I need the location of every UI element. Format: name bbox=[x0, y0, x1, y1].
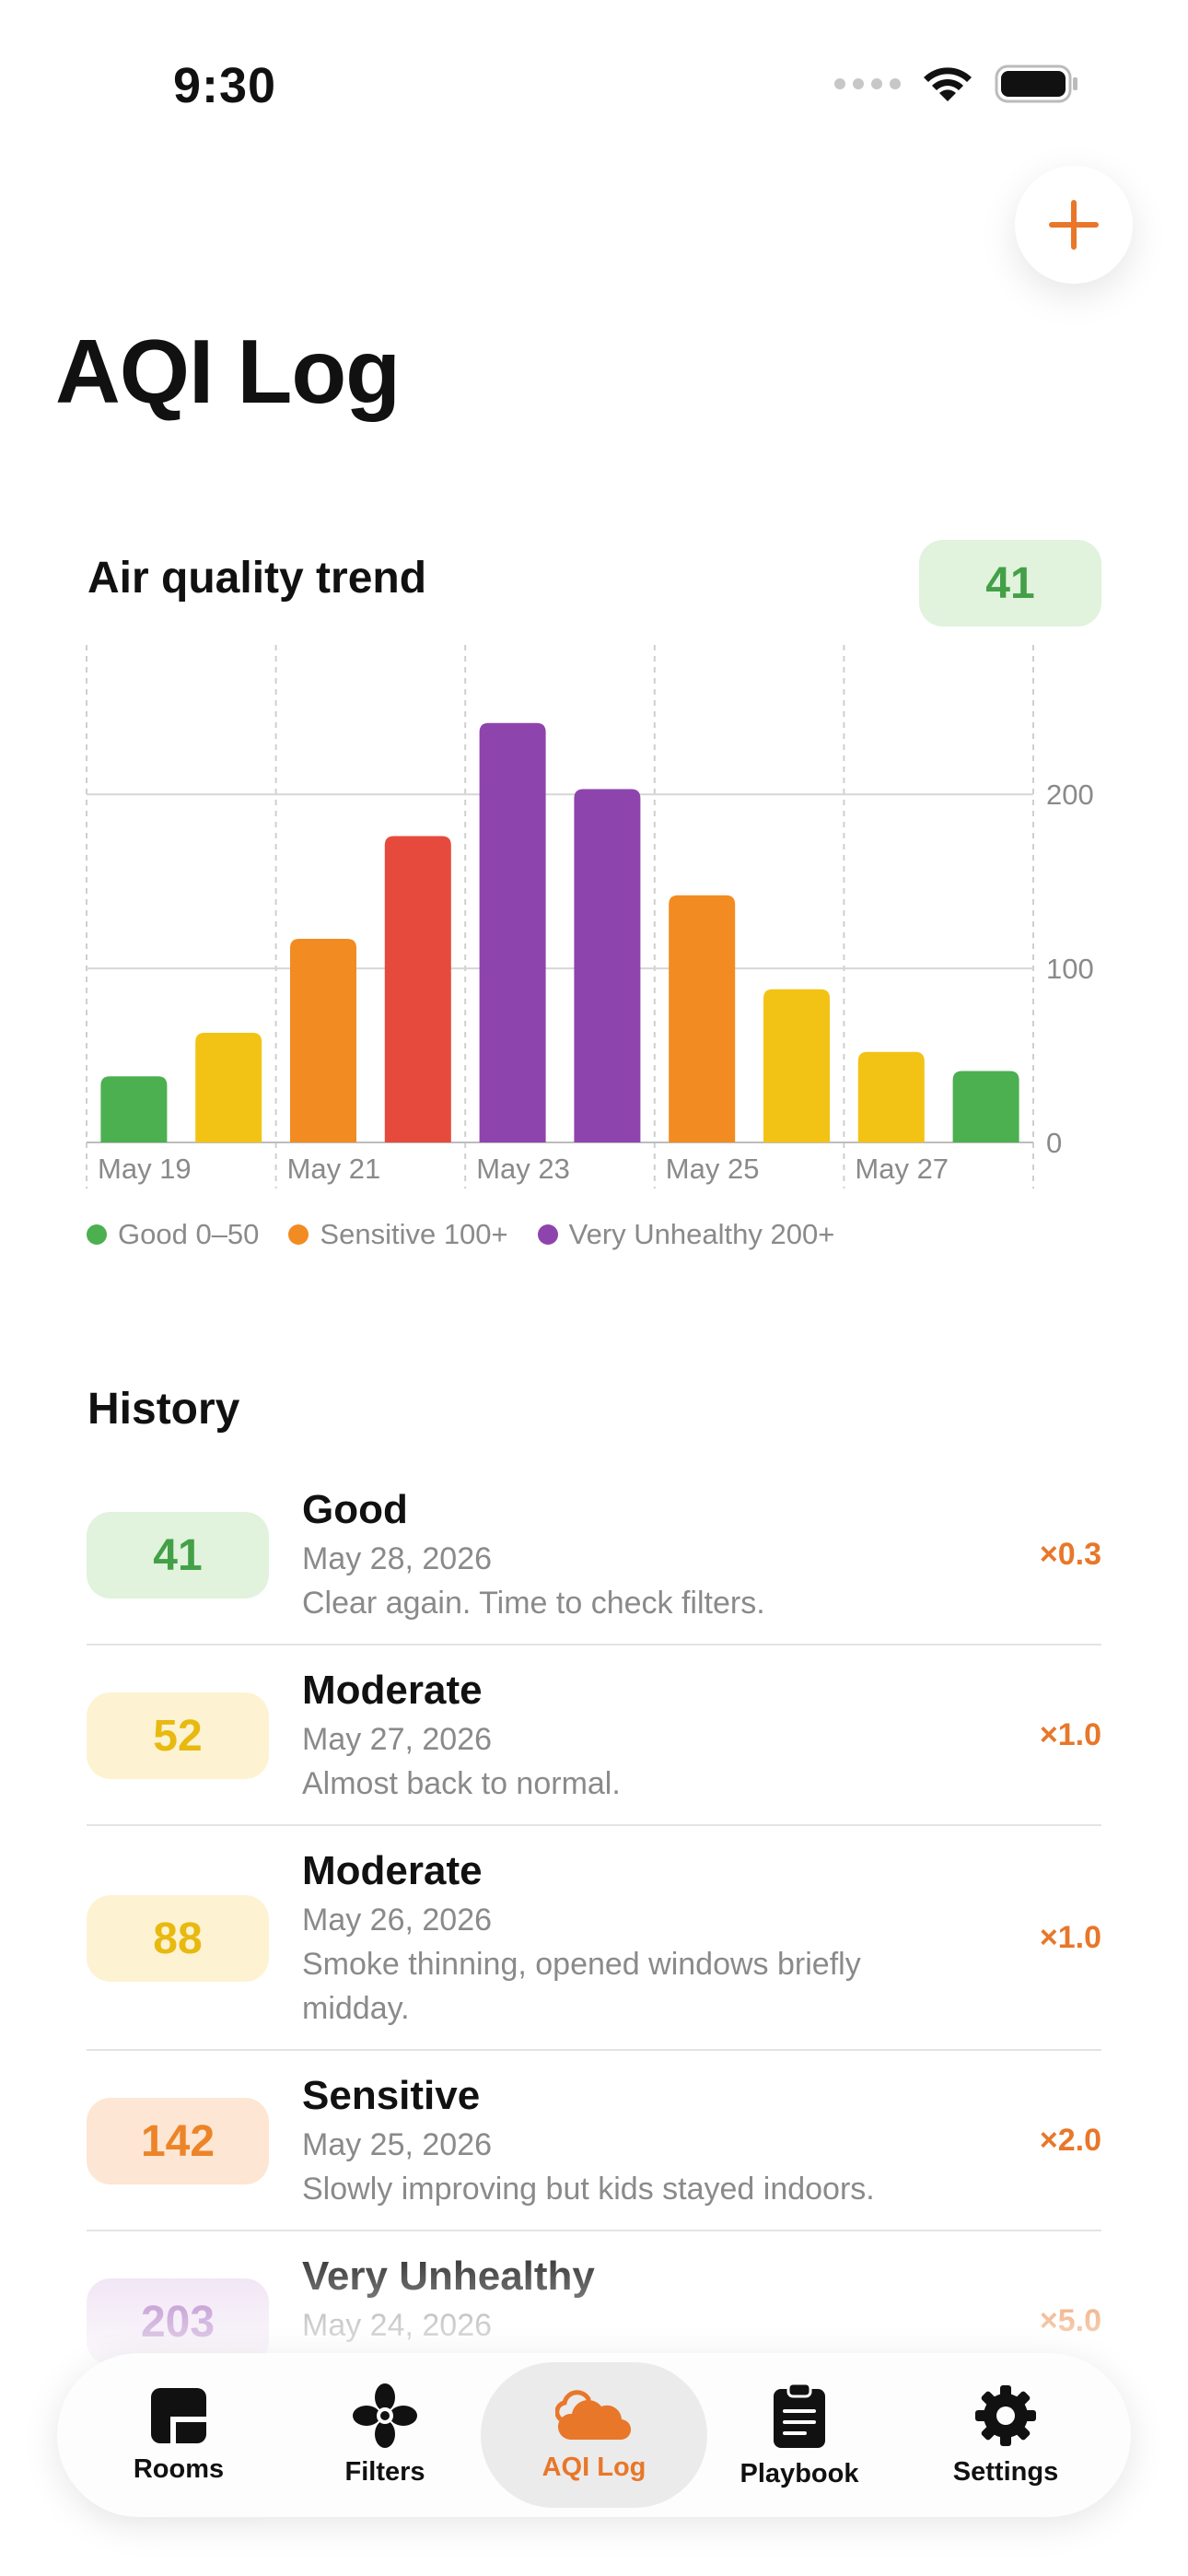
entry-note: Slowly improving but kids stayed indoors… bbox=[302, 2172, 875, 2207]
y-tick-label: 200 bbox=[1046, 779, 1094, 811]
history-row-text: Sensitive May 25, 2026 Slowly improving bu… bbox=[302, 2069, 891, 2211]
bar-may-25 bbox=[669, 895, 736, 1142]
tab-label: Rooms bbox=[133, 2453, 225, 2484]
aqi-value-badge: 41 bbox=[87, 1512, 269, 1598]
tab-playbook[interactable]: Playbook bbox=[707, 2353, 891, 2517]
clipboard-icon bbox=[772, 2382, 827, 2450]
tab-filters[interactable]: Filters bbox=[293, 2353, 477, 2517]
battery-icon bbox=[995, 64, 1079, 103]
rooms-icon bbox=[149, 2386, 208, 2445]
x-tick-label: May 25 bbox=[666, 1153, 760, 1185]
legend-label: Good 0–50 bbox=[118, 1218, 260, 1250]
aqi-value-badge: 142 bbox=[87, 2098, 269, 2184]
current-aqi-badge: 41 bbox=[919, 540, 1101, 626]
legend-item: Very Unhealthy 200+ bbox=[537, 1218, 835, 1251]
legend-dot bbox=[537, 1224, 558, 1245]
tab-bar: Rooms Filters AQI Log Playbook Settings bbox=[57, 2353, 1131, 2517]
tab-label: Filters bbox=[344, 2456, 425, 2487]
x-tick-label: May 19 bbox=[98, 1153, 192, 1185]
bar-may-27 bbox=[857, 1051, 925, 1142]
aqi-value-badge: 52 bbox=[87, 1692, 269, 1779]
trend-title: Air quality trend bbox=[87, 554, 427, 603]
history-row-text: Moderate May 27, 2026 Almost back to norma… bbox=[302, 1664, 891, 1806]
history-row-text: Moderate May 26, 2026 Smoke thinning, open… bbox=[302, 1844, 891, 2031]
entry-note: Smoke thinning, opened windows briefly m… bbox=[302, 1947, 861, 2026]
bar-may-23 bbox=[479, 722, 546, 1142]
tab-label: AQI Log bbox=[542, 2452, 646, 2482]
bar-may-20 bbox=[195, 1033, 262, 1142]
bar-may-24 bbox=[574, 789, 641, 1142]
tab-label: Settings bbox=[952, 2456, 1059, 2487]
aqi-bar-chart: 0 100 200 May 19 May 21 May 23 May 25 May 27 bbox=[86, 645, 1094, 1188]
history-row[interactable]: 142 Sensitive May 25, 2026 Slowly improving… bbox=[87, 2051, 1101, 2231]
entry-date: May 28, 2026 bbox=[302, 1541, 493, 1576]
aqi-category: Sensitive bbox=[302, 2073, 481, 2118]
status-icons bbox=[834, 64, 1079, 103]
exposure-multiplier: ×1.0 bbox=[1039, 1920, 1101, 1955]
chart-legend: Good 0–50 Sensitive 100+ Very Unhealthy 20… bbox=[87, 1218, 834, 1251]
bar-may-19 bbox=[100, 1076, 168, 1142]
aqi-category: Moderate bbox=[302, 1668, 483, 1713]
bar-may-26 bbox=[763, 989, 830, 1142]
history-row-text: Good May 28, 2026 Clear again. Time to che… bbox=[302, 1483, 891, 1625]
legend-item: Good 0–50 bbox=[87, 1218, 259, 1251]
y-tick-label: 0 bbox=[1046, 1127, 1062, 1159]
tab-settings[interactable]: Settings bbox=[914, 2353, 1098, 2517]
legend-dot bbox=[288, 1224, 309, 1245]
history-row[interactable]: 41 Good May 28, 2026 Clear again. Time to c… bbox=[87, 1465, 1101, 1645]
add-entry-button[interactable] bbox=[1015, 166, 1133, 284]
wifi-icon bbox=[921, 64, 974, 103]
bar-may-22 bbox=[384, 836, 451, 1142]
tab-aqi-log[interactable]: AQI Log bbox=[502, 2353, 686, 2517]
signal-icon bbox=[834, 78, 901, 89]
legend-label: Sensitive 100+ bbox=[320, 1218, 508, 1250]
exposure-multiplier: ×0.3 bbox=[1039, 1537, 1101, 1572]
legend-label: Very Unhealthy 200+ bbox=[568, 1218, 835, 1250]
entry-date: May 27, 2026 bbox=[302, 1722, 493, 1757]
bar-may-21 bbox=[290, 939, 356, 1142]
bar-may-28 bbox=[952, 1071, 1019, 1142]
x-tick-label: May 21 bbox=[287, 1153, 381, 1185]
legend-item: Sensitive 100+ bbox=[288, 1218, 508, 1251]
aqi-category: Moderate bbox=[302, 1848, 483, 1893]
entry-date: May 25, 2026 bbox=[302, 2127, 493, 2162]
history-row[interactable]: 88 Moderate May 26, 2026 Smoke thinning, op… bbox=[87, 1826, 1101, 2051]
fan-icon bbox=[353, 2383, 417, 2448]
tab-label: Playbook bbox=[740, 2458, 859, 2488]
tab-rooms[interactable]: Rooms bbox=[87, 2353, 271, 2517]
gear-icon bbox=[973, 2383, 1038, 2448]
exposure-multiplier: ×1.0 bbox=[1039, 1717, 1101, 1752]
status-time: 9:30 bbox=[173, 58, 277, 113]
x-tick-label: May 23 bbox=[476, 1153, 570, 1185]
cloud-icon bbox=[555, 2388, 633, 2443]
exposure-multiplier: ×2.0 bbox=[1039, 2123, 1101, 2158]
aqi-category: Good bbox=[302, 1487, 408, 1532]
entry-note: Clear again. Time to check filters. bbox=[302, 1586, 765, 1621]
y-tick-label: 100 bbox=[1046, 953, 1094, 985]
plus-icon bbox=[1049, 200, 1099, 250]
entry-note: Almost back to normal. bbox=[302, 1766, 621, 1801]
history-row[interactable]: 52 Moderate May 27, 2026 Almost back to nor… bbox=[87, 1645, 1101, 1826]
history-title: History bbox=[87, 1385, 240, 1434]
x-tick-label: May 27 bbox=[855, 1153, 949, 1185]
legend-dot bbox=[87, 1224, 107, 1245]
aqi-value-badge: 88 bbox=[87, 1895, 269, 1982]
page-title: AQI Log bbox=[55, 321, 401, 422]
entry-date: May 26, 2026 bbox=[302, 1903, 493, 1938]
